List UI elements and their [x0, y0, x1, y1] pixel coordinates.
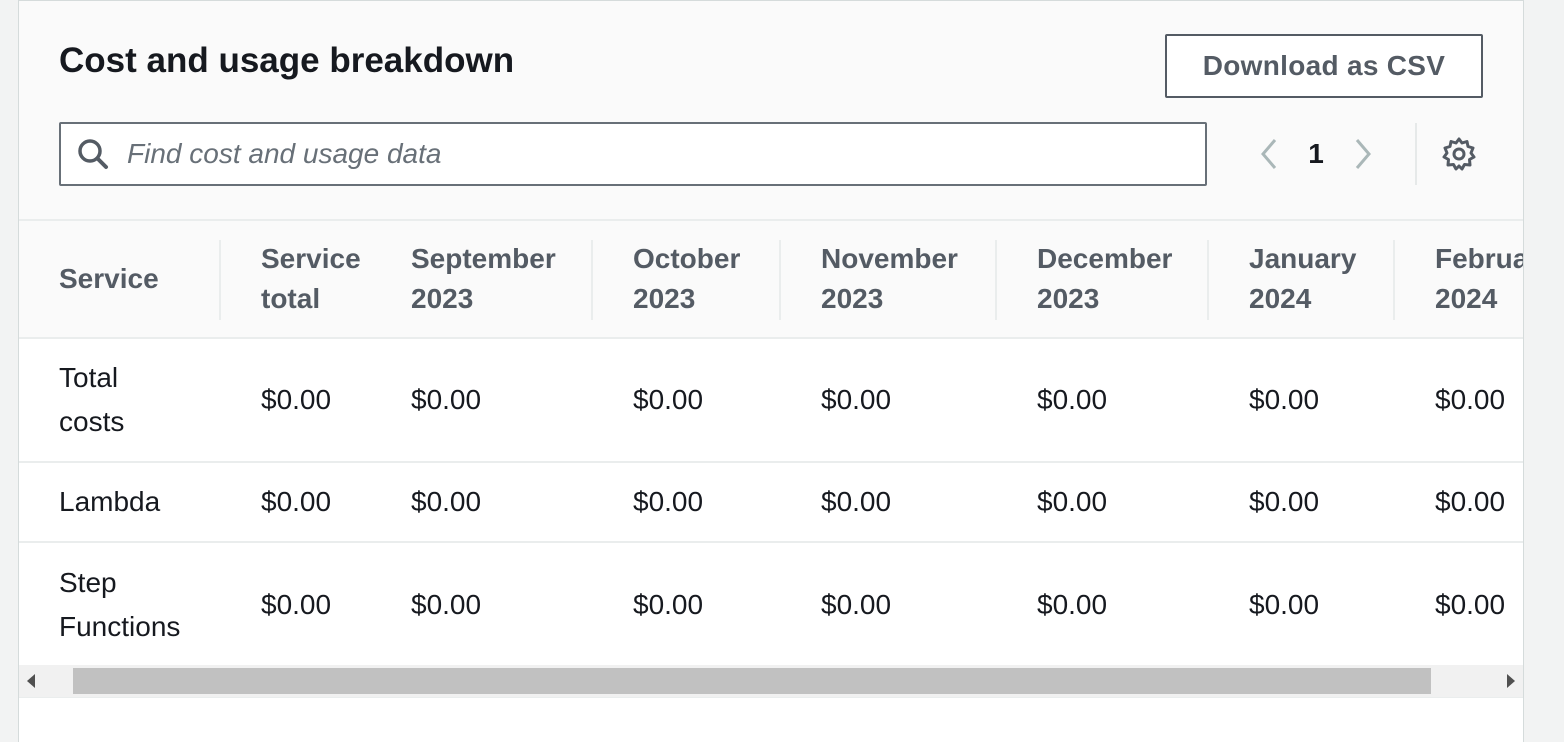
header-label: December — [1037, 243, 1173, 274]
cost-cell: $0.00 — [997, 461, 1209, 542]
service-name: costs — [59, 406, 125, 437]
cost-cell: $0.00 — [1209, 461, 1395, 542]
table-header-row: Service Service total September 2023 Octob… — [19, 220, 1523, 338]
service-name: Total — [59, 362, 119, 393]
cost-cell: $0.00 — [397, 337, 593, 462]
cost-cell: $0.00 — [397, 461, 593, 542]
cost-cell: $0.00 — [1209, 337, 1395, 462]
table-row: Total costs $0.00 $0.00 $0.00 $0.00 $0.00… — [19, 337, 1523, 462]
service-cell: Total costs — [19, 337, 221, 462]
cost-cell: $0.00 — [997, 541, 1209, 665]
panel-title: Cost and usage breakdown — [59, 41, 515, 80]
header-label: February — [1435, 243, 1523, 274]
caret-left-icon[interactable] — [27, 674, 35, 688]
header-label: Service — [59, 263, 159, 294]
cost-cell: $0.00 — [1209, 541, 1395, 665]
gear-icon[interactable] — [1439, 133, 1479, 175]
current-page-number[interactable]: 1 — [1308, 138, 1324, 169]
chevron-left-icon[interactable] — [1249, 129, 1289, 179]
horizontal-scrollbar[interactable] — [19, 665, 1523, 697]
cost-cell: $0.00 — [781, 541, 997, 665]
header-label: September — [411, 243, 556, 274]
cost-cell: $0.00 — [397, 541, 593, 665]
cost-cell: $0.00 — [221, 541, 397, 665]
cost-cell: $0.00 — [1395, 337, 1523, 462]
cost-cell: $0.00 — [593, 541, 781, 665]
column-header-month[interactable]: November 2023 — [781, 220, 997, 338]
cost-cell: $0.00 — [221, 461, 397, 542]
scrollbar-thumb[interactable] — [73, 668, 1431, 694]
search-icon — [75, 136, 111, 172]
cost-table-container: Service Service total September 2023 Octob… — [19, 219, 1523, 665]
cost-cell: $0.00 — [781, 461, 997, 542]
cost-cell: $0.00 — [593, 337, 781, 462]
column-header-service[interactable]: Service — [19, 220, 221, 338]
table-row: Step Functions $0.00 $0.00 $0.00 $0.00 $0… — [19, 541, 1523, 665]
column-header-month[interactable]: December 2023 — [997, 220, 1209, 338]
header-label: 2024 — [1249, 283, 1312, 314]
header-label: 2023 — [411, 283, 474, 314]
column-header-month[interactable]: September 2023 — [397, 220, 593, 338]
service-cell: Lambda — [19, 461, 221, 542]
service-name: Step — [59, 566, 117, 598]
header-label: Service — [261, 243, 361, 274]
pagination: 1 — [1249, 129, 1383, 179]
table-row: Lambda $0.00 $0.00 $0.00 $0.00 $0.00 $0.… — [19, 461, 1523, 542]
cost-cell: $0.00 — [1395, 461, 1523, 542]
column-header-service-total[interactable]: Service total — [221, 220, 397, 338]
header-label: 2023 — [821, 283, 884, 314]
cost-cell: $0.00 — [997, 337, 1209, 462]
caret-right-icon[interactable] — [1507, 674, 1515, 688]
cost-cell: $0.00 — [1395, 541, 1523, 665]
download-csv-button[interactable]: Download as CSV — [1165, 34, 1483, 98]
chevron-right-icon[interactable] — [1343, 129, 1383, 179]
cost-cell: $0.00 — [221, 337, 397, 462]
cost-usage-panel: Cost and usage breakdown Download as CSV… — [18, 0, 1524, 742]
header-label: November — [821, 243, 958, 274]
service-cell: Step Functions — [19, 541, 221, 665]
column-header-month[interactable]: October 2023 — [593, 220, 781, 338]
table-footer — [19, 697, 1523, 742]
header-label: 2023 — [633, 283, 696, 314]
header-label: October — [633, 243, 741, 274]
column-header-month[interactable]: February 2024 — [1395, 220, 1523, 338]
cost-table: Service Service total September 2023 Octob… — [19, 219, 1523, 665]
service-name: Lambda — [59, 486, 161, 517]
cost-cell: $0.00 — [781, 337, 997, 462]
column-header-month[interactable]: January 2024 — [1209, 220, 1395, 338]
search-box[interactable] — [59, 122, 1207, 186]
header-label: 2023 — [1037, 283, 1100, 314]
cost-cell: $0.00 — [593, 461, 781, 542]
header-label: January — [1249, 243, 1357, 274]
header-label: total — [261, 283, 321, 314]
pagination-divider — [1415, 123, 1417, 185]
header-label: 2024 — [1435, 283, 1498, 314]
service-name: Functions — [59, 610, 181, 642]
search-input[interactable] — [125, 137, 1169, 171]
